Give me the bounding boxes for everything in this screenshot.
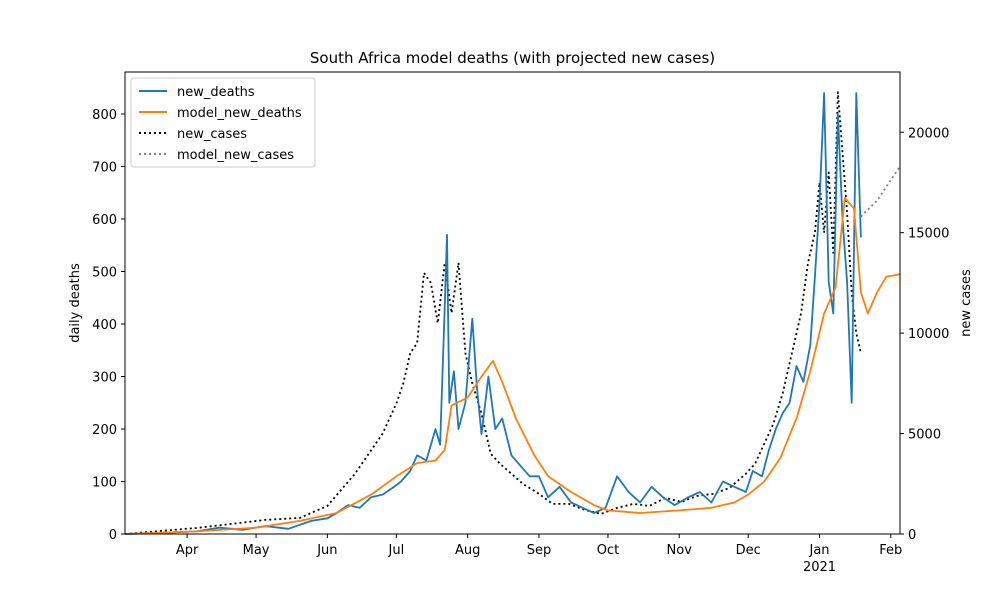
- y-tick-label: 100: [92, 476, 117, 491]
- y-axis-label: daily deaths: [68, 263, 83, 343]
- x-tick-label: Jan: [808, 543, 829, 558]
- x-tick-label: Jul: [388, 543, 405, 558]
- x-tick-label: Oct: [597, 543, 619, 558]
- y2-tick-label: 20000: [908, 126, 949, 141]
- y-tick-label: 400: [92, 318, 117, 333]
- x-tick-label: May: [243, 543, 270, 558]
- x-tick-sublabel: 2021: [803, 560, 836, 575]
- y-tick-label: 300: [92, 371, 117, 386]
- x-tick-label: Feb: [879, 543, 902, 558]
- x-tick-label: Sep: [527, 543, 552, 558]
- plot-area: [124, 71, 901, 535]
- y2-axis-label: new cases: [959, 269, 974, 337]
- y-tick-label: 0: [109, 528, 117, 543]
- legend-label-model-new-cases: model_new_cases: [177, 148, 294, 163]
- y-tick-label: 800: [92, 108, 117, 123]
- series-line-model-new-deaths: [124, 197, 901, 535]
- x-tick-label: Apr: [176, 543, 199, 558]
- y-tick-label: 600: [92, 213, 117, 228]
- legend-label-model-new-deaths: model_new_deaths: [177, 106, 302, 121]
- x-axis: Apr May Jun Jul Aug Sep Oct Nov Dec Jan 2021 Feb: [176, 534, 902, 575]
- y-tick-label: 500: [92, 266, 117, 281]
- series-layer: [124, 91, 901, 535]
- legend-label-new-cases: new_cases: [177, 127, 247, 142]
- x-tick-label: Jun: [316, 543, 337, 558]
- y-tick-label: 200: [92, 423, 117, 438]
- y-tick-label: 700: [92, 161, 117, 176]
- series-line-model-new-cases: [860, 165, 901, 218]
- y2-tick-label: 15000: [908, 227, 949, 242]
- y2-tick-label: 10000: [908, 327, 949, 342]
- x-tick-label: Dec: [736, 543, 761, 558]
- y-axis-left: 0 100 200 300 400 500 600 700 800: [92, 108, 125, 543]
- legend-box: [130, 77, 316, 168]
- y-axis-right: 0 5000 10000 15000 20000: [900, 126, 949, 543]
- x-tick-label: Aug: [455, 543, 480, 558]
- x-tick-label: Nov: [667, 543, 693, 558]
- legend: new_deaths model_new_deaths new_cases mo…: [130, 77, 316, 168]
- series-line-new-deaths: [124, 92, 862, 535]
- plot-frame: [124, 71, 901, 535]
- y2-tick-label: 0: [908, 528, 916, 543]
- legend-label-new-deaths: new_deaths: [177, 85, 255, 100]
- y2-tick-label: 5000: [908, 428, 941, 443]
- chart-title: South Africa model deaths (with projecte…: [310, 49, 715, 67]
